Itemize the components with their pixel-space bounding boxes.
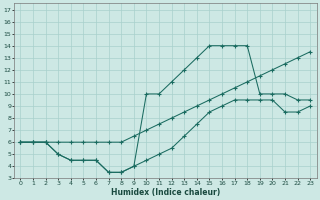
X-axis label: Humidex (Indice chaleur): Humidex (Indice chaleur)	[111, 188, 220, 197]
